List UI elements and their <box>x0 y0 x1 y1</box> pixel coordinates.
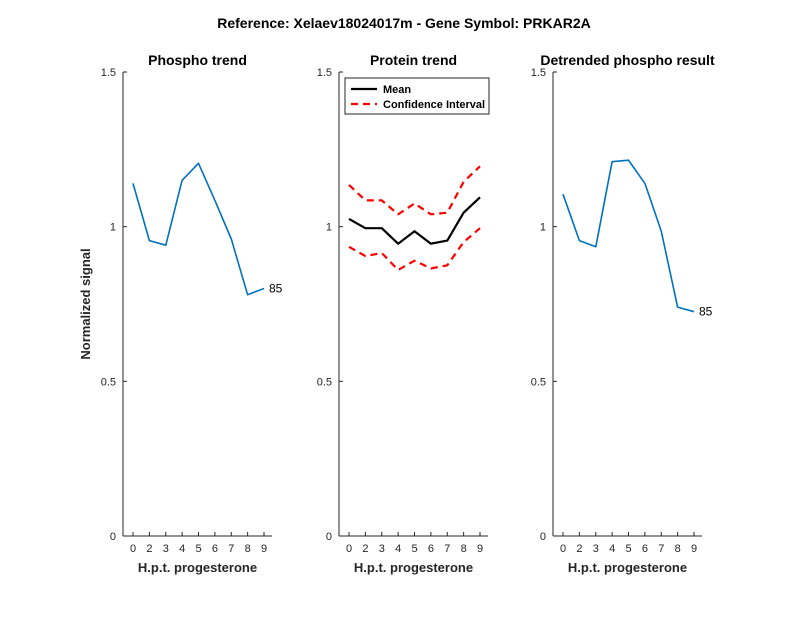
x-tick-label: 2 <box>146 543 152 555</box>
series-line-ci-lower <box>348 227 481 272</box>
x-tick-label: 3 <box>379 543 385 555</box>
x-tick-label: 9 <box>477 543 483 555</box>
series-line-confidence-interval <box>348 165 481 216</box>
x-tick-label: 8 <box>245 543 251 555</box>
series-line-mean <box>348 196 481 245</box>
x-tick-label: 7 <box>444 543 450 555</box>
x-tick-label: 7 <box>658 543 664 555</box>
x-tick-label: 4 <box>179 543 185 555</box>
y-tick-label: 1.5 <box>101 67 116 79</box>
legend: Mean Confidence Interval <box>344 77 490 115</box>
y-tick-label: 1 <box>326 222 332 234</box>
point-annotation: 85 <box>269 282 283 296</box>
series-line-phospho <box>132 162 265 296</box>
x-axis-label: H.p.t. progesterone <box>354 560 473 575</box>
x-tick-label: 8 <box>461 543 467 555</box>
x-tick-label: 2 <box>362 543 368 555</box>
legend-box <box>344 77 490 115</box>
y-axis-label: Normalized signal <box>78 248 93 359</box>
y-tick-label: 1.5 <box>531 67 546 79</box>
x-tick-label: 4 <box>609 543 615 555</box>
y-tick-label: 0 <box>326 531 332 543</box>
x-tick-label: 5 <box>625 543 631 555</box>
legend-label: Mean <box>383 84 411 96</box>
y-tick-label: 0.5 <box>531 376 546 388</box>
panel-title: Detrended phospho result <box>540 52 715 68</box>
x-tick-label: 3 <box>163 543 169 555</box>
x-tick-label: 4 <box>395 543 401 555</box>
y-tick-label: 0.5 <box>317 376 332 388</box>
x-tick-label: 2 <box>576 543 582 555</box>
x-axis-label: H.p.t. progesterone <box>138 560 257 575</box>
x-axis-label: H.p.t. progesterone <box>568 560 687 575</box>
x-tick-label: 5 <box>411 543 417 555</box>
point-annotation: 85 <box>699 305 713 319</box>
x-tick-label: 6 <box>642 543 648 555</box>
y-tick-label: 0.5 <box>101 376 116 388</box>
x-tick-label: 3 <box>593 543 599 555</box>
panel-title: Protein trend <box>370 52 457 68</box>
x-tick-label: 0 <box>560 543 566 555</box>
y-tick-label: 0 <box>540 531 546 543</box>
x-tick-label: 0 <box>130 543 136 555</box>
y-tick-label: 1.5 <box>317 67 332 79</box>
x-tick-label: 0 <box>346 543 352 555</box>
x-tick-label: 6 <box>212 543 218 555</box>
x-tick-label: 9 <box>261 543 267 555</box>
legend-label: Confidence Interval <box>383 99 485 111</box>
figure-title: Reference: Xelaev18024017m - Gene Symbol… <box>217 15 591 31</box>
x-tick-label: 5 <box>195 543 201 555</box>
series-line-detrended <box>562 159 695 313</box>
x-tick-label: 9 <box>691 543 697 555</box>
y-tick-label: 1 <box>540 222 546 234</box>
x-tick-label: 7 <box>228 543 234 555</box>
x-tick-label: 8 <box>675 543 681 555</box>
y-tick-label: 1 <box>110 222 116 234</box>
y-tick-label: 0 <box>110 531 116 543</box>
x-tick-label: 6 <box>428 543 434 555</box>
panel-title: Phospho trend <box>148 52 247 68</box>
